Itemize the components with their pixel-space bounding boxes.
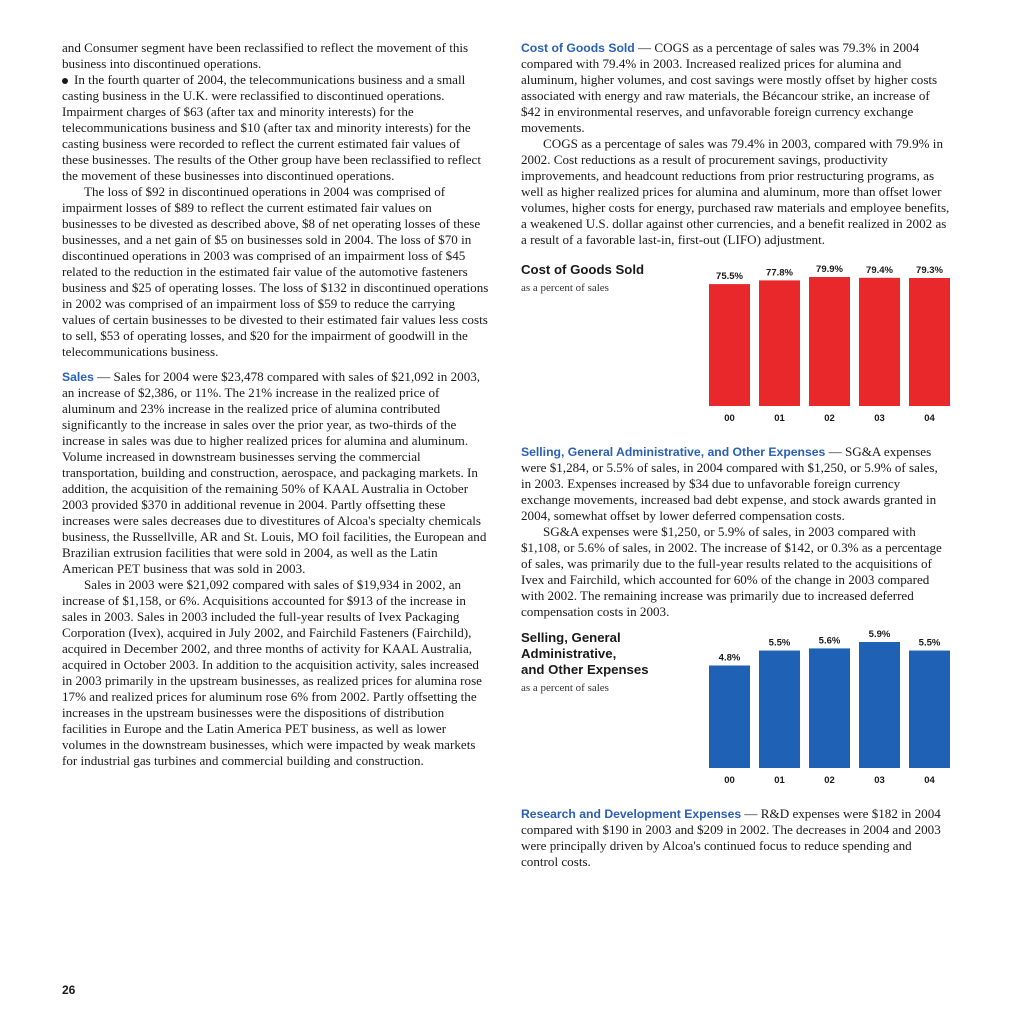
x-tick-label: 02 bbox=[824, 413, 835, 424]
chart-title-line: Selling, General bbox=[521, 630, 621, 645]
section-heading-rd: Research and Development Expenses bbox=[521, 807, 742, 821]
bar-value-label: 75.5% bbox=[716, 271, 743, 282]
x-tick-label: 00 bbox=[724, 413, 735, 424]
bar-value-label: 79.3% bbox=[916, 265, 943, 276]
bar-01 bbox=[759, 650, 800, 768]
chart-subtitle: as a percent of sales bbox=[521, 682, 609, 694]
paragraph: The loss of $92 in discontinued operatio… bbox=[62, 184, 489, 359]
bar-value-label: 5.5% bbox=[919, 638, 941, 649]
bullet-text: In the fourth quarter of 2004, the telec… bbox=[62, 72, 481, 183]
chart-title-line: Administrative, bbox=[521, 646, 617, 661]
sga-bar-chart: 4.8% 00 5.5% 01 5.6% 02 5.9% 03 5.5% 04 bbox=[709, 629, 950, 786]
x-tick-label: 00 bbox=[724, 775, 735, 786]
x-tick-label: 04 bbox=[924, 413, 935, 424]
bar-value-label: 5.5% bbox=[769, 638, 791, 649]
paragraph: and Consumer segment have been reclassif… bbox=[62, 40, 469, 71]
bar-value-label: 79.9% bbox=[816, 264, 843, 275]
rd-paragraph: Research and Development Expenses — R&D … bbox=[521, 806, 951, 870]
chart-heading: Cost of Goods Sold as a percent of sales bbox=[521, 262, 701, 295]
bar-04 bbox=[909, 277, 950, 406]
bullet-paragraph: In the fourth quarter of 2004, the telec… bbox=[62, 72, 490, 184]
cogs-chart: Cost of Goods Sold as a percent of sales… bbox=[521, 262, 951, 432]
x-tick-label: 02 bbox=[824, 775, 835, 786]
bar-02 bbox=[809, 648, 850, 768]
bar-00 bbox=[709, 284, 750, 406]
section-heading-cogs: Cost of Goods Sold bbox=[521, 41, 635, 55]
chart-subtitle: as a percent of sales bbox=[521, 282, 609, 294]
bullet-icon bbox=[62, 77, 68, 84]
sga-paragraph: Selling, General Administrative, and Oth… bbox=[521, 444, 951, 524]
x-tick-label: 01 bbox=[774, 775, 785, 786]
x-tick-label: 01 bbox=[774, 413, 785, 424]
sga-chart: Selling, General Administrative, and Oth… bbox=[521, 629, 951, 792]
bar-00 bbox=[709, 665, 750, 768]
section-heading-sales: Sales bbox=[62, 370, 94, 384]
rd-text: — R&D expenses were $182 in 2004 compare… bbox=[521, 806, 941, 869]
x-tick-label: 03 bbox=[874, 775, 885, 786]
bar-04 bbox=[909, 650, 950, 768]
cogs-text: — COGS as a percentage of sales was 79.3… bbox=[521, 40, 938, 135]
chart-heading: Selling, General Administrative, and Oth… bbox=[521, 630, 701, 695]
bar-03 bbox=[859, 277, 900, 406]
chart-title: Cost of Goods Sold bbox=[521, 262, 645, 277]
right-column: Cost of Goods Sold — COGS as a percentag… bbox=[521, 40, 951, 870]
bar-value-label: 77.8% bbox=[766, 267, 793, 278]
bar-value-label: 4.8% bbox=[719, 652, 741, 663]
x-tick-label: 03 bbox=[874, 413, 885, 424]
paragraph: COGS as a percentage of sales was 79.4% … bbox=[521, 136, 950, 247]
sga-text: — SG&A expenses were $1,284, or 5.5% of … bbox=[521, 444, 938, 523]
sales-paragraph: Sales — Sales for 2004 were $23,478 comp… bbox=[62, 369, 490, 577]
chart-title-line: and Other Expenses bbox=[521, 662, 649, 677]
cogs-paragraph: Cost of Goods Sold — COGS as a percentag… bbox=[521, 40, 951, 136]
section-heading-sga: Selling, General Administrative, and Oth… bbox=[521, 445, 826, 459]
paragraph: SG&A expenses were $1,250, or 5.9% of sa… bbox=[521, 524, 942, 619]
sales-text: — Sales for 2004 were $23,478 compared w… bbox=[62, 369, 487, 576]
bar-value-label: 79.4% bbox=[866, 265, 893, 276]
bar-value-label: 5.6% bbox=[819, 635, 841, 646]
bar-01 bbox=[759, 280, 800, 406]
cogs-bar-chart: 75.5% 00 77.8% 01 79.9% 02 79.4% 03 79.3% 04 bbox=[709, 264, 950, 424]
bar-02 bbox=[809, 277, 850, 406]
x-tick-label: 04 bbox=[924, 775, 935, 786]
left-column: and Consumer segment have been reclassif… bbox=[62, 40, 490, 769]
bar-03 bbox=[859, 642, 900, 768]
paragraph: Sales in 2003 were $21,092 compared with… bbox=[62, 577, 482, 768]
page-number: 26 bbox=[62, 983, 76, 997]
bar-value-label: 5.9% bbox=[869, 629, 891, 640]
